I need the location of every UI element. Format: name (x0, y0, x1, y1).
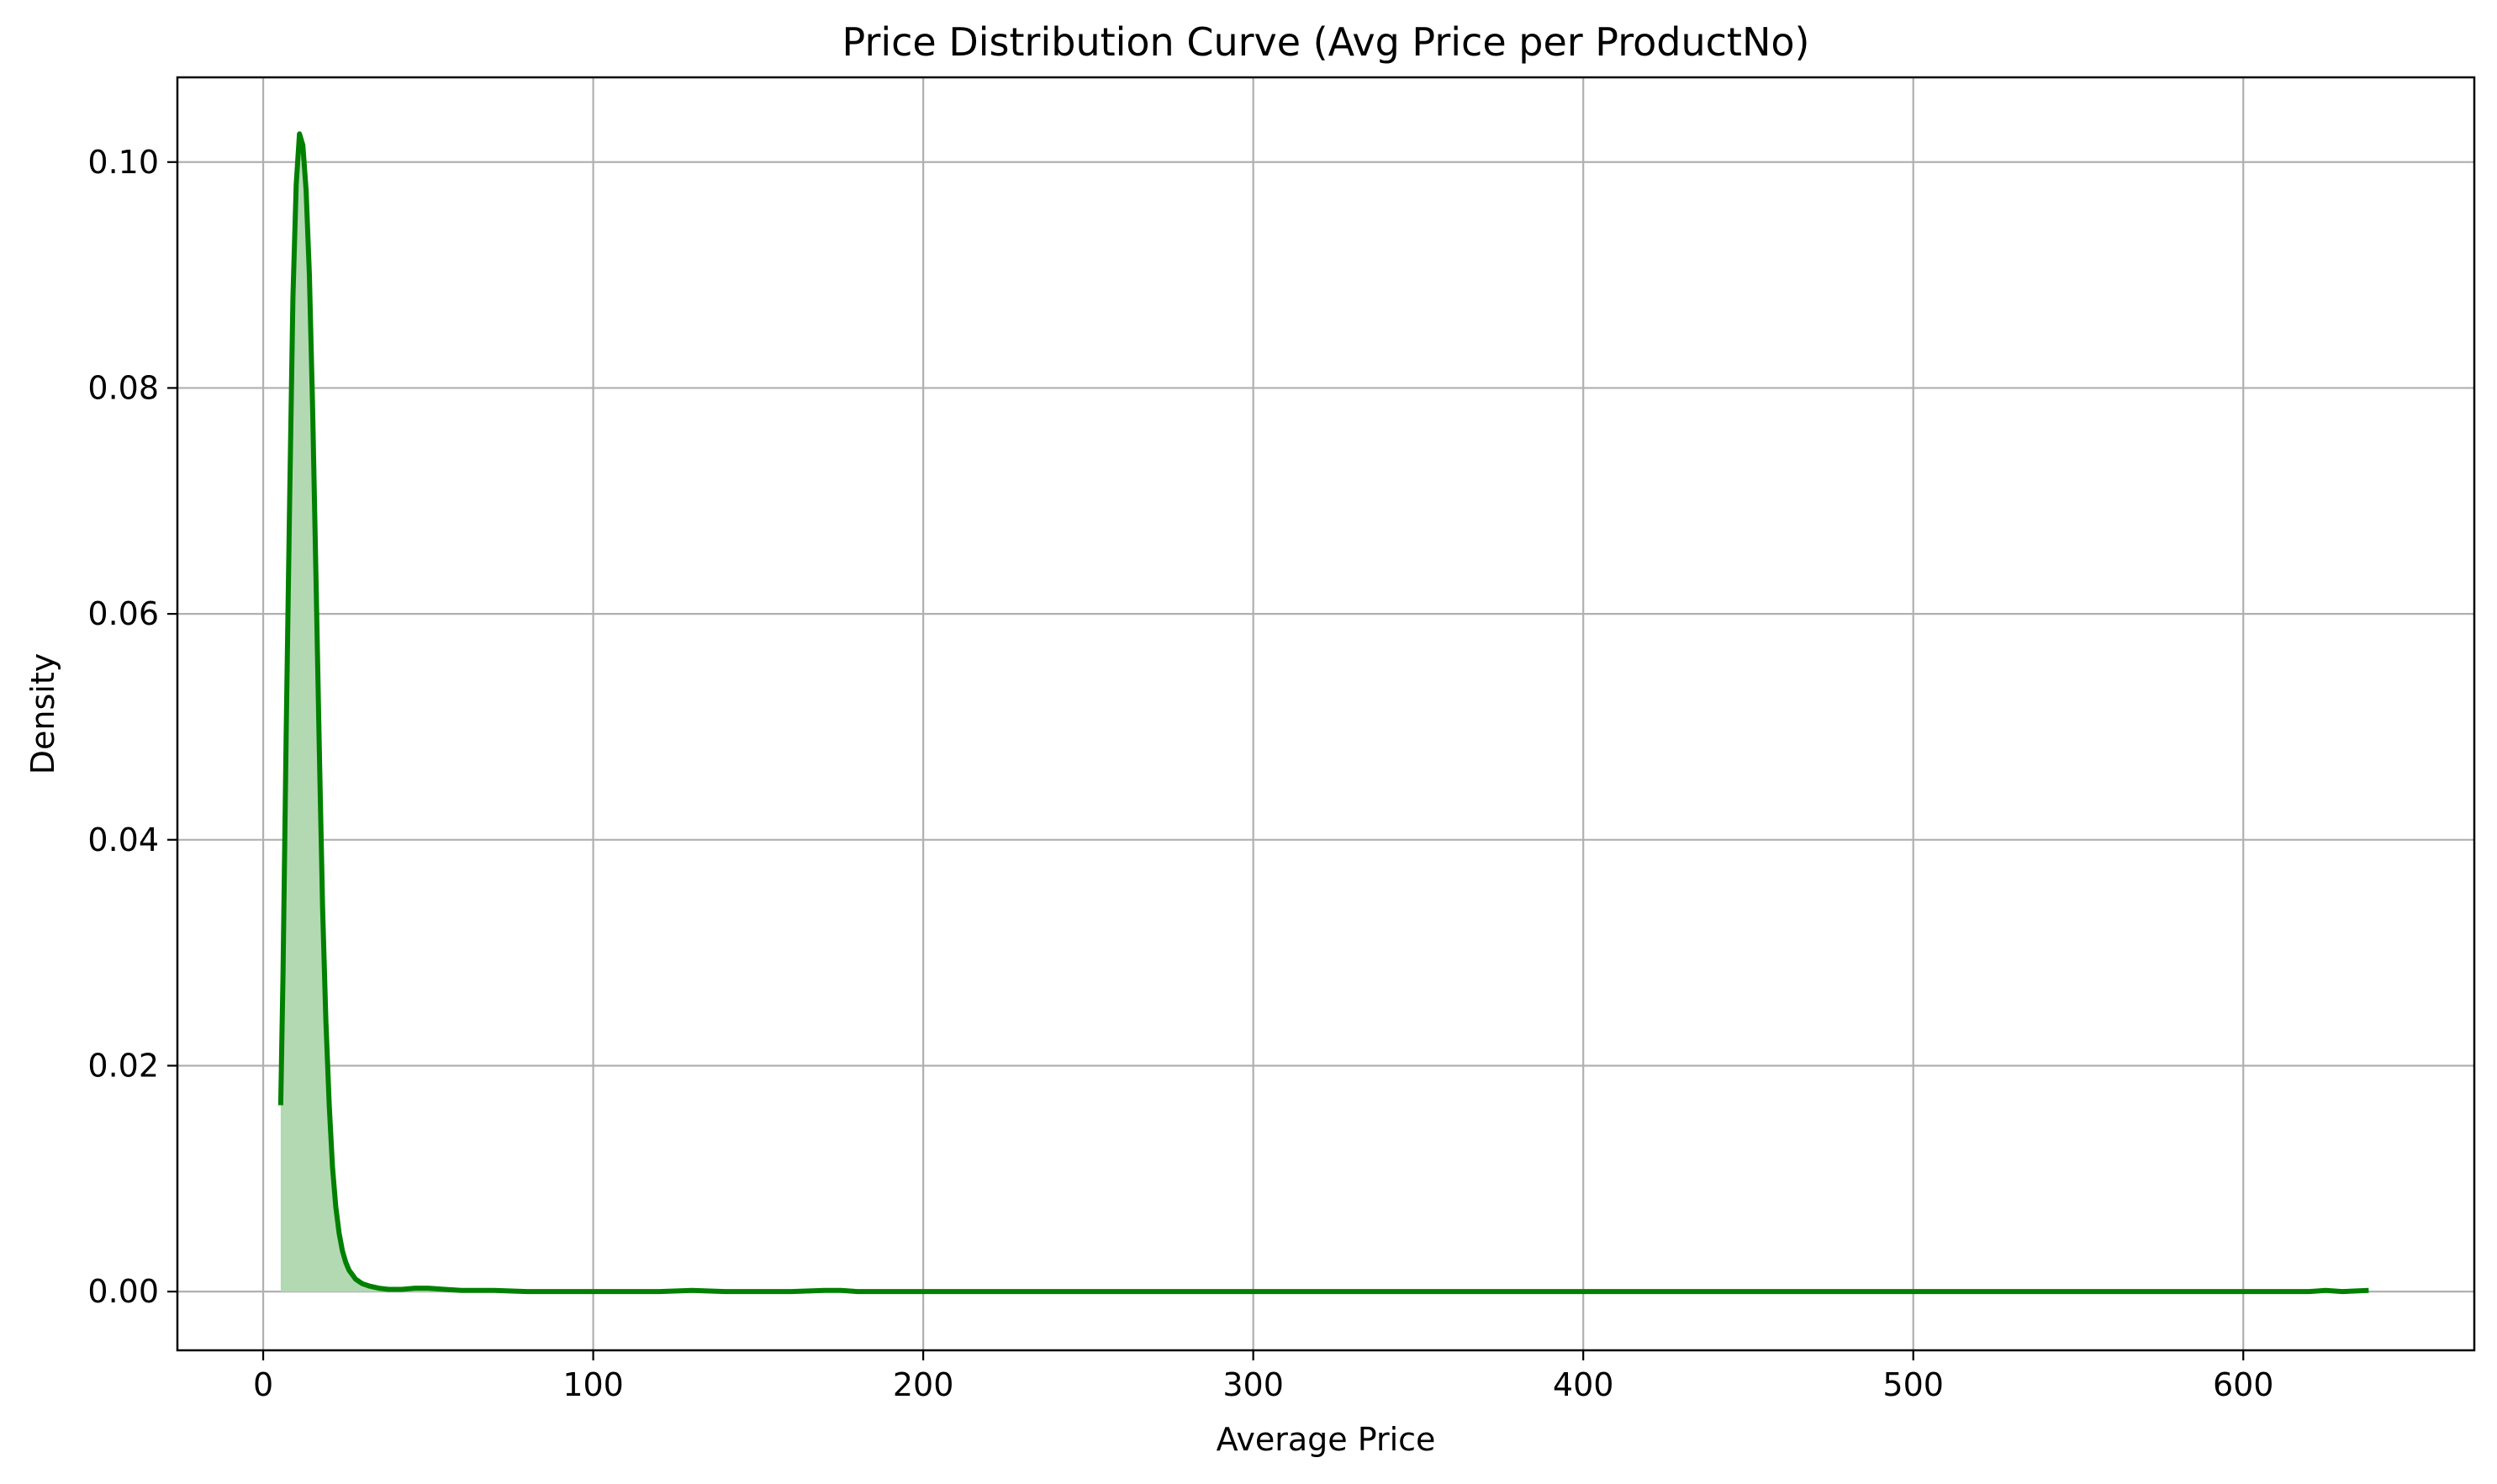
x-axis-ticks: 0 100 200 300 400 500 600 (253, 1350, 2274, 1403)
x-axis-label: Average Price (1217, 1421, 1436, 1458)
x-tick-label: 300 (1222, 1366, 1284, 1403)
y-tick-label: 0.04 (87, 821, 159, 858)
y-tick-label: 0.00 (87, 1273, 159, 1310)
x-tick-label: 500 (1882, 1366, 1944, 1403)
x-tick-label: 100 (562, 1366, 624, 1403)
y-tick-label: 0.08 (87, 369, 159, 406)
x-tick-label: 0 (253, 1366, 273, 1403)
grid-lines (177, 77, 2474, 1350)
y-tick-label: 0.10 (87, 144, 159, 181)
chart-title: Price Distribution Curve (Avg Price per … (842, 19, 1810, 65)
x-tick-label: 400 (1553, 1366, 1614, 1403)
x-tick-label: 200 (893, 1366, 954, 1403)
y-tick-label: 0.02 (87, 1047, 159, 1084)
plot-area-frame (176, 76, 2476, 1352)
y-axis-ticks: 0.00 0.02 0.04 0.06 0.08 0.10 (87, 144, 177, 1310)
y-axis-label: Density (24, 653, 61, 774)
y-tick-label: 0.06 (87, 595, 159, 632)
density-curve-line (277, 131, 2369, 1295)
x-tick-label: 600 (2213, 1366, 2274, 1403)
